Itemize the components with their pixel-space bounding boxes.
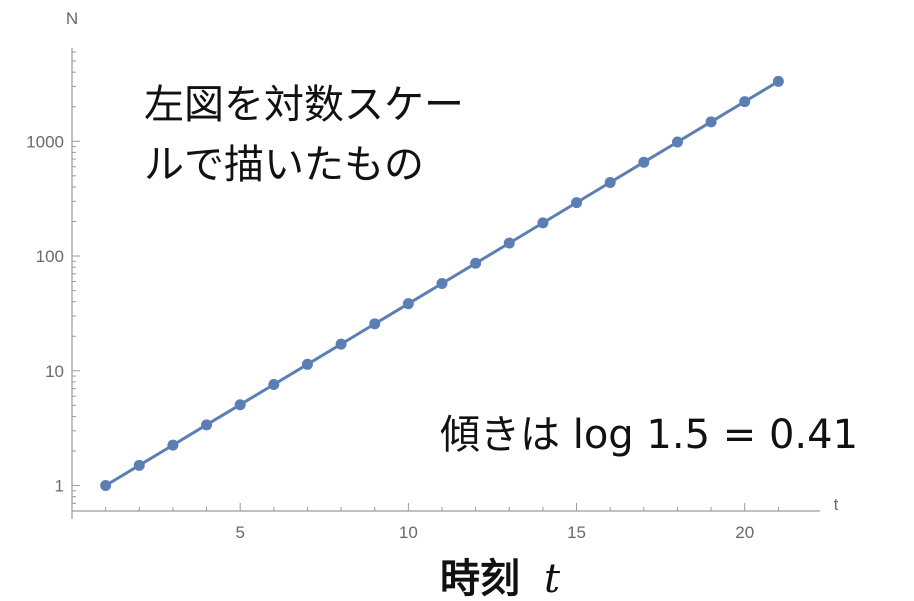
x-tick-label: 5	[235, 523, 244, 542]
annotation-slope: 傾きは log 1.5 = 0.41	[440, 412, 858, 458]
data-point	[638, 156, 650, 168]
x-axis-title-variable: t	[544, 556, 561, 601]
x-tick-label: 15	[567, 523, 586, 542]
data-point	[436, 277, 448, 289]
x-axis-title-main: 時刻	[440, 556, 520, 601]
annotation-note-line-1: 左図を対数スケー	[144, 82, 464, 128]
series	[100, 75, 784, 492]
data-point	[671, 136, 683, 148]
x-tick-label: 20	[735, 523, 754, 542]
y-tick-label: 1	[55, 477, 64, 496]
data-point	[571, 197, 583, 209]
data-point	[201, 419, 213, 431]
x-axis-label: t	[834, 495, 839, 514]
y-tick-label: 10	[45, 362, 64, 381]
data-point	[100, 480, 112, 492]
x-tick-label: 10	[399, 523, 418, 542]
data-point	[133, 459, 145, 471]
ticks: 5 10 15 20 1 10 100 1000	[26, 51, 779, 542]
axes	[71, 48, 820, 519]
data-point	[705, 116, 717, 128]
data-point	[772, 75, 784, 87]
y-tick-label: 100	[36, 247, 64, 266]
data-point	[268, 379, 280, 391]
data-point	[335, 338, 347, 350]
data-point	[402, 298, 414, 310]
data-point	[739, 96, 751, 108]
annotation-note: 左図を対数スケー ルで描いたもの	[144, 82, 477, 188]
data-point	[537, 217, 549, 229]
data-point	[503, 237, 515, 249]
data-point	[470, 257, 482, 269]
data-point	[301, 358, 313, 370]
data-point	[604, 176, 616, 188]
data-point	[234, 399, 246, 411]
data-point	[369, 318, 381, 330]
y-axis-label: N	[66, 9, 78, 28]
x-axis-title: 時刻 t	[440, 556, 561, 601]
annotation-note-line-2: ルで描いたもの	[144, 142, 424, 188]
data-point	[167, 439, 179, 451]
y-tick-label: 1000	[26, 132, 64, 151]
